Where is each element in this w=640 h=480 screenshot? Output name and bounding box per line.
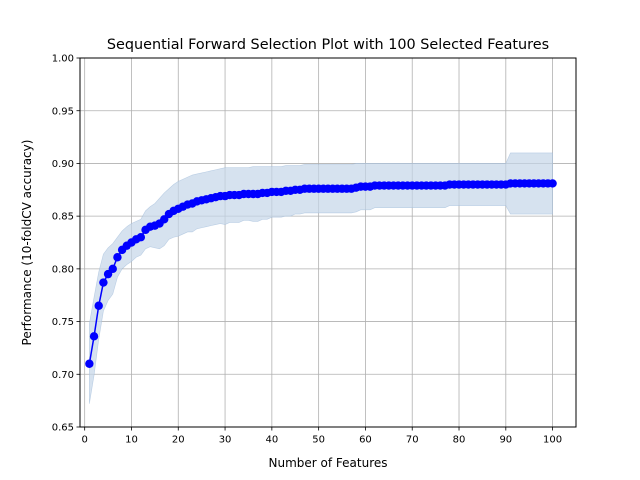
- x-tick-label: 0: [81, 435, 87, 446]
- x-tick-label: 60: [359, 435, 372, 446]
- data-point: [548, 179, 557, 188]
- plot-frame: [79, 57, 577, 428]
- data-point: [99, 278, 108, 287]
- y-tick-label: 0.75: [52, 317, 74, 328]
- performance-series: [85, 179, 557, 368]
- data-point: [89, 332, 99, 341]
- x-tick-label: 100: [543, 435, 562, 446]
- x-tick-label: 40: [265, 435, 278, 446]
- x-axis-label: Number of Features: [269, 456, 388, 470]
- y-tick-label: 0.80: [52, 264, 74, 275]
- data-point: [113, 253, 122, 262]
- data-point: [136, 233, 146, 242]
- y-axis-ticks: 0.65 0.70 0.75 0.80 0.85 0.90 0.95 1.00: [52, 54, 80, 434]
- std-band: [89, 152, 553, 404]
- y-tick-label: 0.85: [52, 212, 74, 223]
- x-tick-label: 90: [499, 435, 512, 446]
- x-axis-ticks: 0 10 20 30 40 50 60 70 80 90 100: [81, 427, 562, 446]
- y-tick-label: 0.70: [52, 370, 74, 381]
- x-tick-label: 30: [219, 435, 232, 446]
- y-axis-label: Performance (10-foldCV accuracy): [20, 140, 34, 346]
- x-tick-label: 10: [125, 435, 138, 446]
- y-tick-label: 1.00: [52, 54, 74, 65]
- x-tick-label: 80: [453, 435, 466, 446]
- x-tick-label: 20: [172, 435, 185, 446]
- y-tick-label: 0.90: [52, 159, 74, 170]
- data-point: [94, 301, 103, 310]
- y-tick-label: 0.65: [52, 423, 74, 434]
- x-tick-label: 70: [406, 435, 419, 446]
- confidence-band: [89, 152, 553, 404]
- x-tick-label: 50: [312, 435, 325, 446]
- y-tick-label: 0.95: [52, 106, 74, 117]
- data-point: [85, 359, 94, 368]
- chart-title: Sequential Forward Selection Plot with 1…: [107, 37, 549, 53]
- data-point: [108, 264, 117, 274]
